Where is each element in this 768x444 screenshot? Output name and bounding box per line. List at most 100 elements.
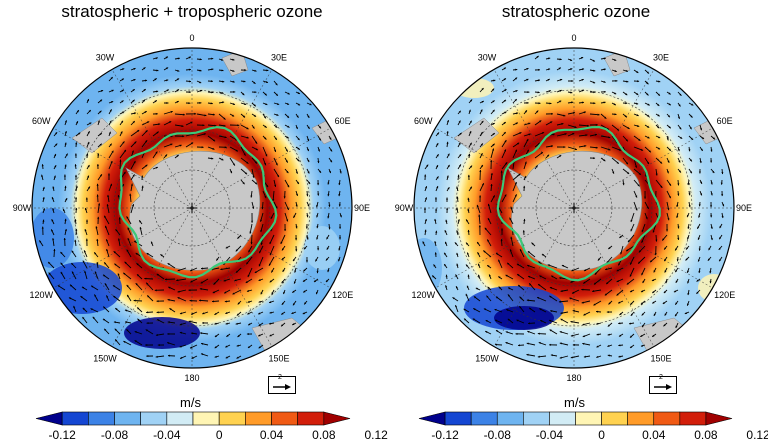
wind-arrowhead — [130, 183, 133, 186]
wind-arrowhead — [678, 170, 681, 173]
wind-arrowhead — [121, 120, 123, 123]
wind-arrowhead — [177, 69, 180, 72]
wind-arrowhead — [721, 172, 724, 175]
wind-arrowhead — [249, 231, 252, 234]
wind-arrowhead — [457, 219, 460, 222]
wind-arrowhead — [318, 126, 322, 129]
wind-arrowhead — [529, 307, 532, 310]
wind-arrowhead — [426, 164, 429, 167]
wind-arrowhead — [302, 279, 306, 282]
wind-arrowhead — [179, 331, 182, 334]
wind-arrowhead — [248, 323, 251, 326]
wind-arrowhead — [613, 92, 617, 95]
wind-arrowhead — [48, 272, 51, 275]
wind-arrowhead — [64, 164, 67, 167]
wind-arrowhead — [85, 219, 89, 222]
wind-arrowhead — [117, 194, 120, 198]
wind-arrowhead — [514, 149, 517, 152]
wind-arrowhead — [514, 77, 518, 80]
wind-arrowhead — [211, 91, 214, 94]
wind-arrowhead — [110, 77, 113, 80]
wind-arrowhead — [264, 195, 267, 199]
wind-arrowhead — [285, 160, 288, 163]
wind-arrowhead — [164, 154, 168, 157]
wind-arrowhead — [580, 57, 584, 60]
wind-arrowhead — [177, 297, 180, 300]
wind-arrowhead — [657, 93, 660, 96]
wind-arrowhead — [675, 314, 677, 317]
wind-arrowhead — [640, 290, 644, 293]
wind-arrowhead — [277, 174, 279, 178]
wind-arrowhead — [664, 270, 667, 273]
wind-arrowhead — [655, 173, 658, 176]
wind-arrowhead — [259, 250, 262, 254]
wind-arrowhead — [81, 286, 85, 289]
wind-arrowhead — [630, 229, 633, 232]
wind-arrowhead — [260, 242, 263, 245]
wind-arrowhead — [104, 328, 107, 331]
wind-arrowhead — [201, 342, 204, 345]
wind-arrowhead — [122, 141, 125, 144]
wind-arrowhead — [211, 57, 214, 60]
colorbar-swatch — [88, 411, 115, 426]
wind-arrowhead — [434, 218, 437, 222]
wind-arrowhead — [690, 115, 693, 118]
wind-arrowhead — [75, 185, 78, 189]
wind-arrowhead — [526, 353, 529, 356]
wind-arrowhead — [629, 322, 632, 325]
wind-arrowhead — [446, 141, 449, 144]
wind-arrowhead — [109, 109, 112, 112]
wind-arrowhead — [504, 140, 507, 143]
wind-arrowhead — [659, 161, 663, 164]
wind-arrowhead — [570, 280, 573, 283]
colorbar-tick-label: 0.04 — [642, 428, 666, 442]
wind-arrowhead — [444, 252, 447, 255]
wind-arrowhead — [667, 115, 670, 118]
wind-arrowhead — [572, 309, 575, 312]
wind-arrowhead — [252, 126, 255, 129]
wind-arrowhead — [85, 197, 88, 200]
meridian-line — [191, 207, 331, 289]
wind-arrowhead — [592, 290, 595, 293]
wind-arrowhead — [155, 333, 158, 337]
wind-arrowhead — [647, 136, 650, 139]
wind-arrowhead — [480, 131, 483, 135]
wind-arrowhead — [87, 175, 90, 178]
wind-arrowhead — [696, 291, 699, 294]
wind-arrowhead — [592, 59, 595, 62]
longitude-label: 0 — [571, 33, 576, 43]
wind-arrowhead — [636, 92, 639, 95]
wind-arrowhead — [326, 247, 329, 250]
wind-arrowhead — [295, 226, 298, 229]
wind-arrowhead — [527, 264, 530, 267]
wind-arrowhead — [498, 276, 501, 279]
wind-arrowhead — [188, 320, 191, 323]
wind-arrowhead — [700, 181, 703, 184]
wind-arrowhead — [281, 257, 284, 260]
wind-arrowhead — [604, 116, 607, 119]
wind-arrowhead — [480, 109, 483, 112]
wind-arrowhead — [223, 124, 226, 127]
wind-arrowhead — [570, 91, 573, 94]
wind-arrowhead — [86, 99, 89, 102]
wind-arrowhead — [76, 121, 78, 124]
wind-arrowhead — [188, 289, 191, 292]
wind-arrowhead — [625, 93, 628, 96]
wind-arrowhead — [243, 153, 246, 156]
wind-arrowhead — [275, 125, 278, 128]
wind-arrowhead — [117, 238, 121, 241]
wind-arrowhead — [338, 182, 341, 186]
wind-arrowhead — [181, 124, 184, 128]
wind-arrowhead — [338, 204, 341, 207]
wind-arrowhead — [637, 124, 640, 127]
map-boundary — [31, 47, 353, 369]
wind-arrowhead — [170, 110, 173, 113]
wind-arrowhead — [108, 131, 111, 134]
wind-arrowhead — [96, 262, 99, 265]
wind-arrowhead — [424, 186, 427, 189]
wind-arrowhead — [82, 260, 85, 263]
wind-arrowhead — [286, 170, 289, 174]
wind-arrowhead — [685, 258, 688, 261]
wind-arrowhead — [608, 148, 611, 151]
wind-arrowhead — [260, 292, 263, 295]
